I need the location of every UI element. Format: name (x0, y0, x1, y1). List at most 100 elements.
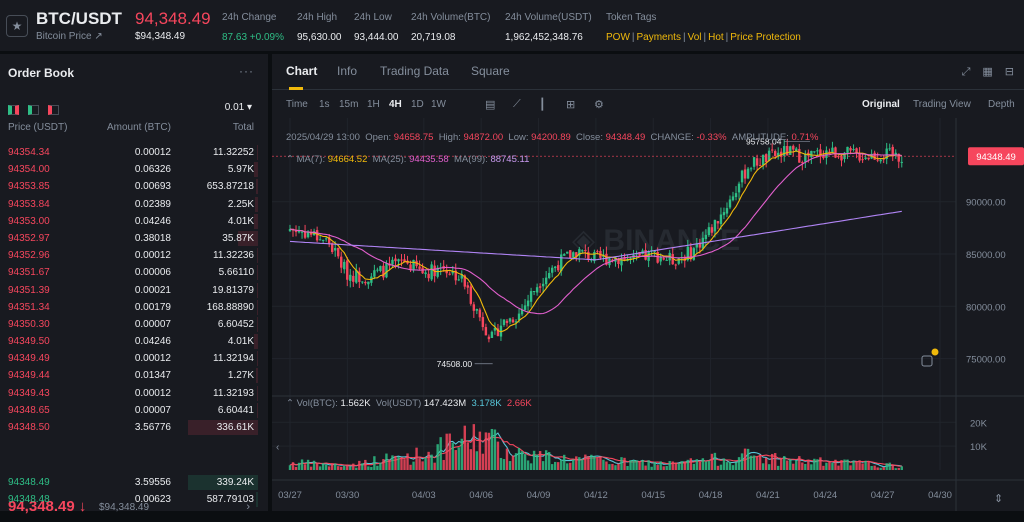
ask-row[interactable]: 94351.34 0.00179 168.88890 (0, 299, 268, 316)
ask-row[interactable]: 94353.00 0.04246 4.01K (0, 213, 268, 230)
interval-time[interactable]: Time (286, 99, 308, 110)
tab-trading-data[interactable]: Trading Data (380, 64, 449, 78)
candle-body (897, 153, 900, 162)
view-original[interactable]: Original (862, 99, 900, 110)
volume-bar (324, 464, 328, 470)
candle-body (526, 300, 530, 307)
row-amount: 0.01347 (134, 370, 171, 382)
last-price-tag-text: 94348.49 (976, 152, 1016, 163)
volume-bar (427, 451, 430, 470)
ask-row[interactable]: 94354.34 0.00012 11.32252 (0, 144, 268, 161)
interval-1h[interactable]: 1H (367, 99, 380, 110)
tab-square[interactable]: Square (471, 64, 510, 78)
ask-row[interactable]: 94350.30 0.00007 6.60452 (0, 316, 268, 333)
interval-15m[interactable]: 15m (339, 99, 359, 110)
drawing-tools-icon[interactable]: ⊞ (566, 99, 576, 111)
candle-body (749, 168, 753, 170)
interval-4h[interactable]: 4H (389, 99, 402, 110)
ask-row[interactable]: 94348.65 0.00007 6.60441 (0, 402, 268, 419)
ask-row[interactable]: 94352.97 0.38018 35.87K (0, 230, 268, 247)
ask-row[interactable]: 94351.39 0.00021 19.81379 (0, 282, 268, 299)
volume-bar (478, 431, 482, 470)
indicator-icon[interactable]: ⟋ (513, 98, 521, 110)
candle-body (623, 258, 626, 261)
ask-row[interactable]: 94349.43 0.00012 11.32193 (0, 385, 268, 402)
precision-select[interactable]: 0.01 ▾ (224, 102, 252, 113)
volume-bar (698, 461, 702, 470)
ask-row[interactable]: 94352.96 0.00012 11.32236 (0, 247, 268, 264)
ask-row[interactable]: 94351.67 0.00006 5.66110 (0, 264, 268, 281)
ask-row[interactable]: 94353.85 0.00693 653.87218 (0, 178, 268, 195)
ask-row[interactable]: 94349.50 0.04246 4.01K (0, 333, 268, 350)
bid-row[interactable]: 94348.48 0.00623 587.79103 (0, 491, 268, 508)
volume-bar (683, 461, 686, 470)
candle-body (472, 304, 476, 311)
tag-hot[interactable]: Hot (708, 32, 724, 43)
volume-bar (349, 466, 352, 470)
calendar-icon[interactable]: ▤ (485, 99, 496, 111)
ask-row[interactable]: 94354.00 0.06326 5.97K (0, 161, 268, 178)
candle-body (725, 208, 729, 214)
layout-both-icon[interactable] (8, 105, 19, 115)
candle-body (367, 281, 370, 285)
ma-toggle-icon[interactable]: ⌃ (286, 154, 294, 165)
layout-bids-icon[interactable] (28, 105, 39, 115)
more-icon[interactable]: ··· (239, 64, 254, 78)
volume-bar (547, 452, 551, 470)
interval-1d[interactable]: 1D (411, 99, 424, 110)
candle-type-icon[interactable]: ┃ (539, 99, 546, 111)
volume-bar (734, 462, 738, 470)
tag-payments[interactable]: Payments (636, 32, 681, 43)
bid-row[interactable]: 94348.49 3.59556 339.24K (0, 474, 268, 491)
grid-layout-icon[interactable]: ▦ (982, 66, 993, 78)
close-panel-icon[interactable]: ⊟ (1004, 66, 1014, 78)
volume-bar (529, 463, 533, 470)
ask-row[interactable]: 94349.44 0.01347 1.27K (0, 367, 268, 384)
favorite-star-icon[interactable]: ★ (6, 15, 28, 37)
bids-list: 94348.49 3.59556 339.24K 94348.48 0.00623 587… (0, 474, 268, 508)
candle-body (849, 147, 852, 151)
ask-row[interactable]: 94353.84 0.02389 2.25K (0, 196, 268, 213)
volume-bar (321, 463, 325, 470)
view-depth[interactable]: Depth (988, 99, 1015, 110)
volume-bar (644, 465, 647, 470)
volume-bar (828, 461, 831, 470)
candle-body (327, 237, 331, 244)
candle-body (355, 269, 358, 283)
candle-body (288, 229, 292, 232)
layout-asks-icon[interactable] (48, 105, 59, 115)
chevron-right-icon[interactable]: › (246, 501, 250, 513)
volume-bar (352, 463, 355, 470)
last-price: 94,348.49 (135, 9, 211, 28)
symbol-title[interactable]: BTC/USDT (36, 9, 122, 28)
depth-bar (255, 196, 258, 212)
chart-grid (272, 118, 1024, 511)
expand-icon[interactable]: ⤢ (961, 66, 971, 78)
coin-info-link[interactable]: Bitcoin Price ↗ (36, 31, 103, 42)
candle-body (481, 317, 485, 328)
interval-1w[interactable]: 1W (431, 99, 446, 110)
volume-bar (725, 462, 729, 470)
view-trading-view[interactable]: Trading View (913, 99, 971, 110)
settings-icon[interactable]: ⚙ (594, 99, 604, 111)
tab-info[interactable]: Info (337, 64, 358, 78)
ask-row[interactable]: 94348.50 3.56776 336.61K (0, 419, 268, 436)
volume-bar (614, 465, 617, 470)
token-tags: Token Tags POW | Payments | Vol | Hot | Price Pr… (606, 12, 801, 43)
interval-1s[interactable]: 1s (319, 99, 330, 110)
stat-value: 87.63 +0.09% (222, 32, 284, 43)
depth-bar (254, 162, 258, 178)
price-chart[interactable]: ◈ BINANCE 90000.0085000.0080000.0075000.… (272, 118, 1024, 511)
volume-bar (511, 455, 515, 470)
tab-chart[interactable]: Chart (286, 64, 318, 78)
tag-pow[interactable]: POW (606, 32, 630, 43)
ask-row[interactable]: 94349.49 0.00012 11.32194 (0, 350, 268, 367)
candle-body (813, 151, 816, 153)
row-amount: 0.00623 (134, 494, 171, 506)
vol-toggle-icon[interactable]: ⌃ (286, 398, 294, 409)
volume-bar (852, 461, 855, 470)
candle-body (611, 259, 614, 262)
order-book-layout-toggles (8, 102, 68, 115)
tag-vol[interactable]: Vol (687, 32, 702, 43)
tag-price-protection[interactable]: Price Protection (730, 32, 801, 43)
